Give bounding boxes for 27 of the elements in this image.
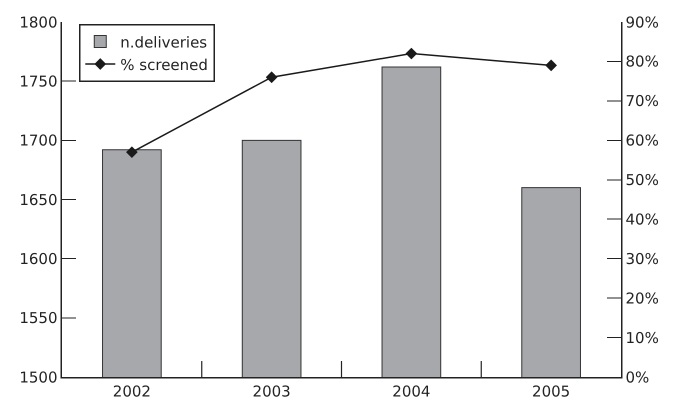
- y2-tick-label: 90%: [626, 13, 659, 32]
- y2-tick-label: 30%: [626, 250, 659, 268]
- x-tick-label: 2003: [252, 382, 291, 400]
- point: [126, 146, 138, 158]
- y2-tick-label: 0%: [626, 368, 650, 386]
- x-tick-label: 2005: [532, 382, 570, 400]
- y-tick-label: 1550: [19, 309, 58, 328]
- y-tick-label: 1600: [19, 250, 58, 268]
- y-tick-label: 1750: [19, 72, 58, 90]
- legend-label: % screened: [120, 56, 208, 74]
- y2-tick-label: 60%: [626, 132, 659, 150]
- y2-tick-label: 20%: [626, 289, 659, 308]
- y2-tick-label: 40%: [626, 210, 659, 228]
- y-tick-label: 1700: [19, 132, 58, 150]
- y2-tick-label: 70%: [626, 92, 659, 110]
- y-tick-label: 1500: [19, 368, 58, 386]
- y-tick-label: 1650: [19, 190, 58, 209]
- x-tick-label: 2002: [112, 382, 151, 400]
- point: [406, 48, 418, 60]
- y-tick-label: 1800: [19, 13, 58, 32]
- legend-label: n.deliveries: [120, 33, 208, 52]
- y2-tick-label: 80%: [626, 52, 659, 71]
- y2-tick-label: 10%: [626, 328, 659, 347]
- y2-tick-label: 50%: [626, 171, 659, 190]
- point: [266, 71, 278, 84]
- point: [545, 60, 557, 72]
- x-tick-label: 2004: [392, 382, 430, 400]
